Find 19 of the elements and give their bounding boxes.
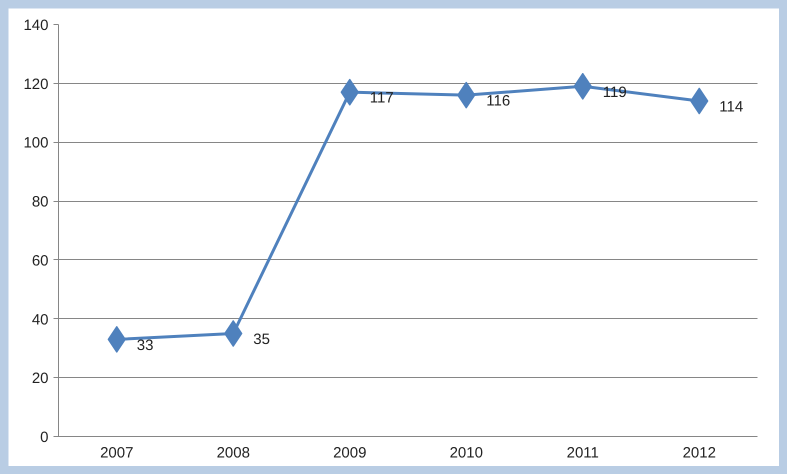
x-tick-label: 2008 <box>216 444 250 462</box>
data-label: 35 <box>253 331 270 348</box>
y-tick-label: 80 <box>32 194 49 211</box>
y-tick-label: 60 <box>32 252 49 270</box>
data-label: 114 <box>719 98 744 116</box>
x-tick-label: 2012 <box>682 444 716 462</box>
y-tick-label: 0 <box>40 429 48 446</box>
x-tick-label: 2011 <box>566 444 599 462</box>
data-label: 117 <box>370 90 394 107</box>
y-tick-label: 120 <box>23 76 49 93</box>
y-tick-label: 100 <box>23 134 49 152</box>
data-label: 116 <box>486 92 510 110</box>
y-tick-label: 140 <box>23 17 49 34</box>
y-tick-label: 20 <box>32 370 49 388</box>
x-tick-label: 2009 <box>333 444 366 462</box>
x-tick-label: 2007 <box>100 444 134 462</box>
y-tick-label: 40 <box>32 311 49 328</box>
x-tick-label: 2010 <box>450 444 483 462</box>
data-label: 33 <box>136 336 154 354</box>
